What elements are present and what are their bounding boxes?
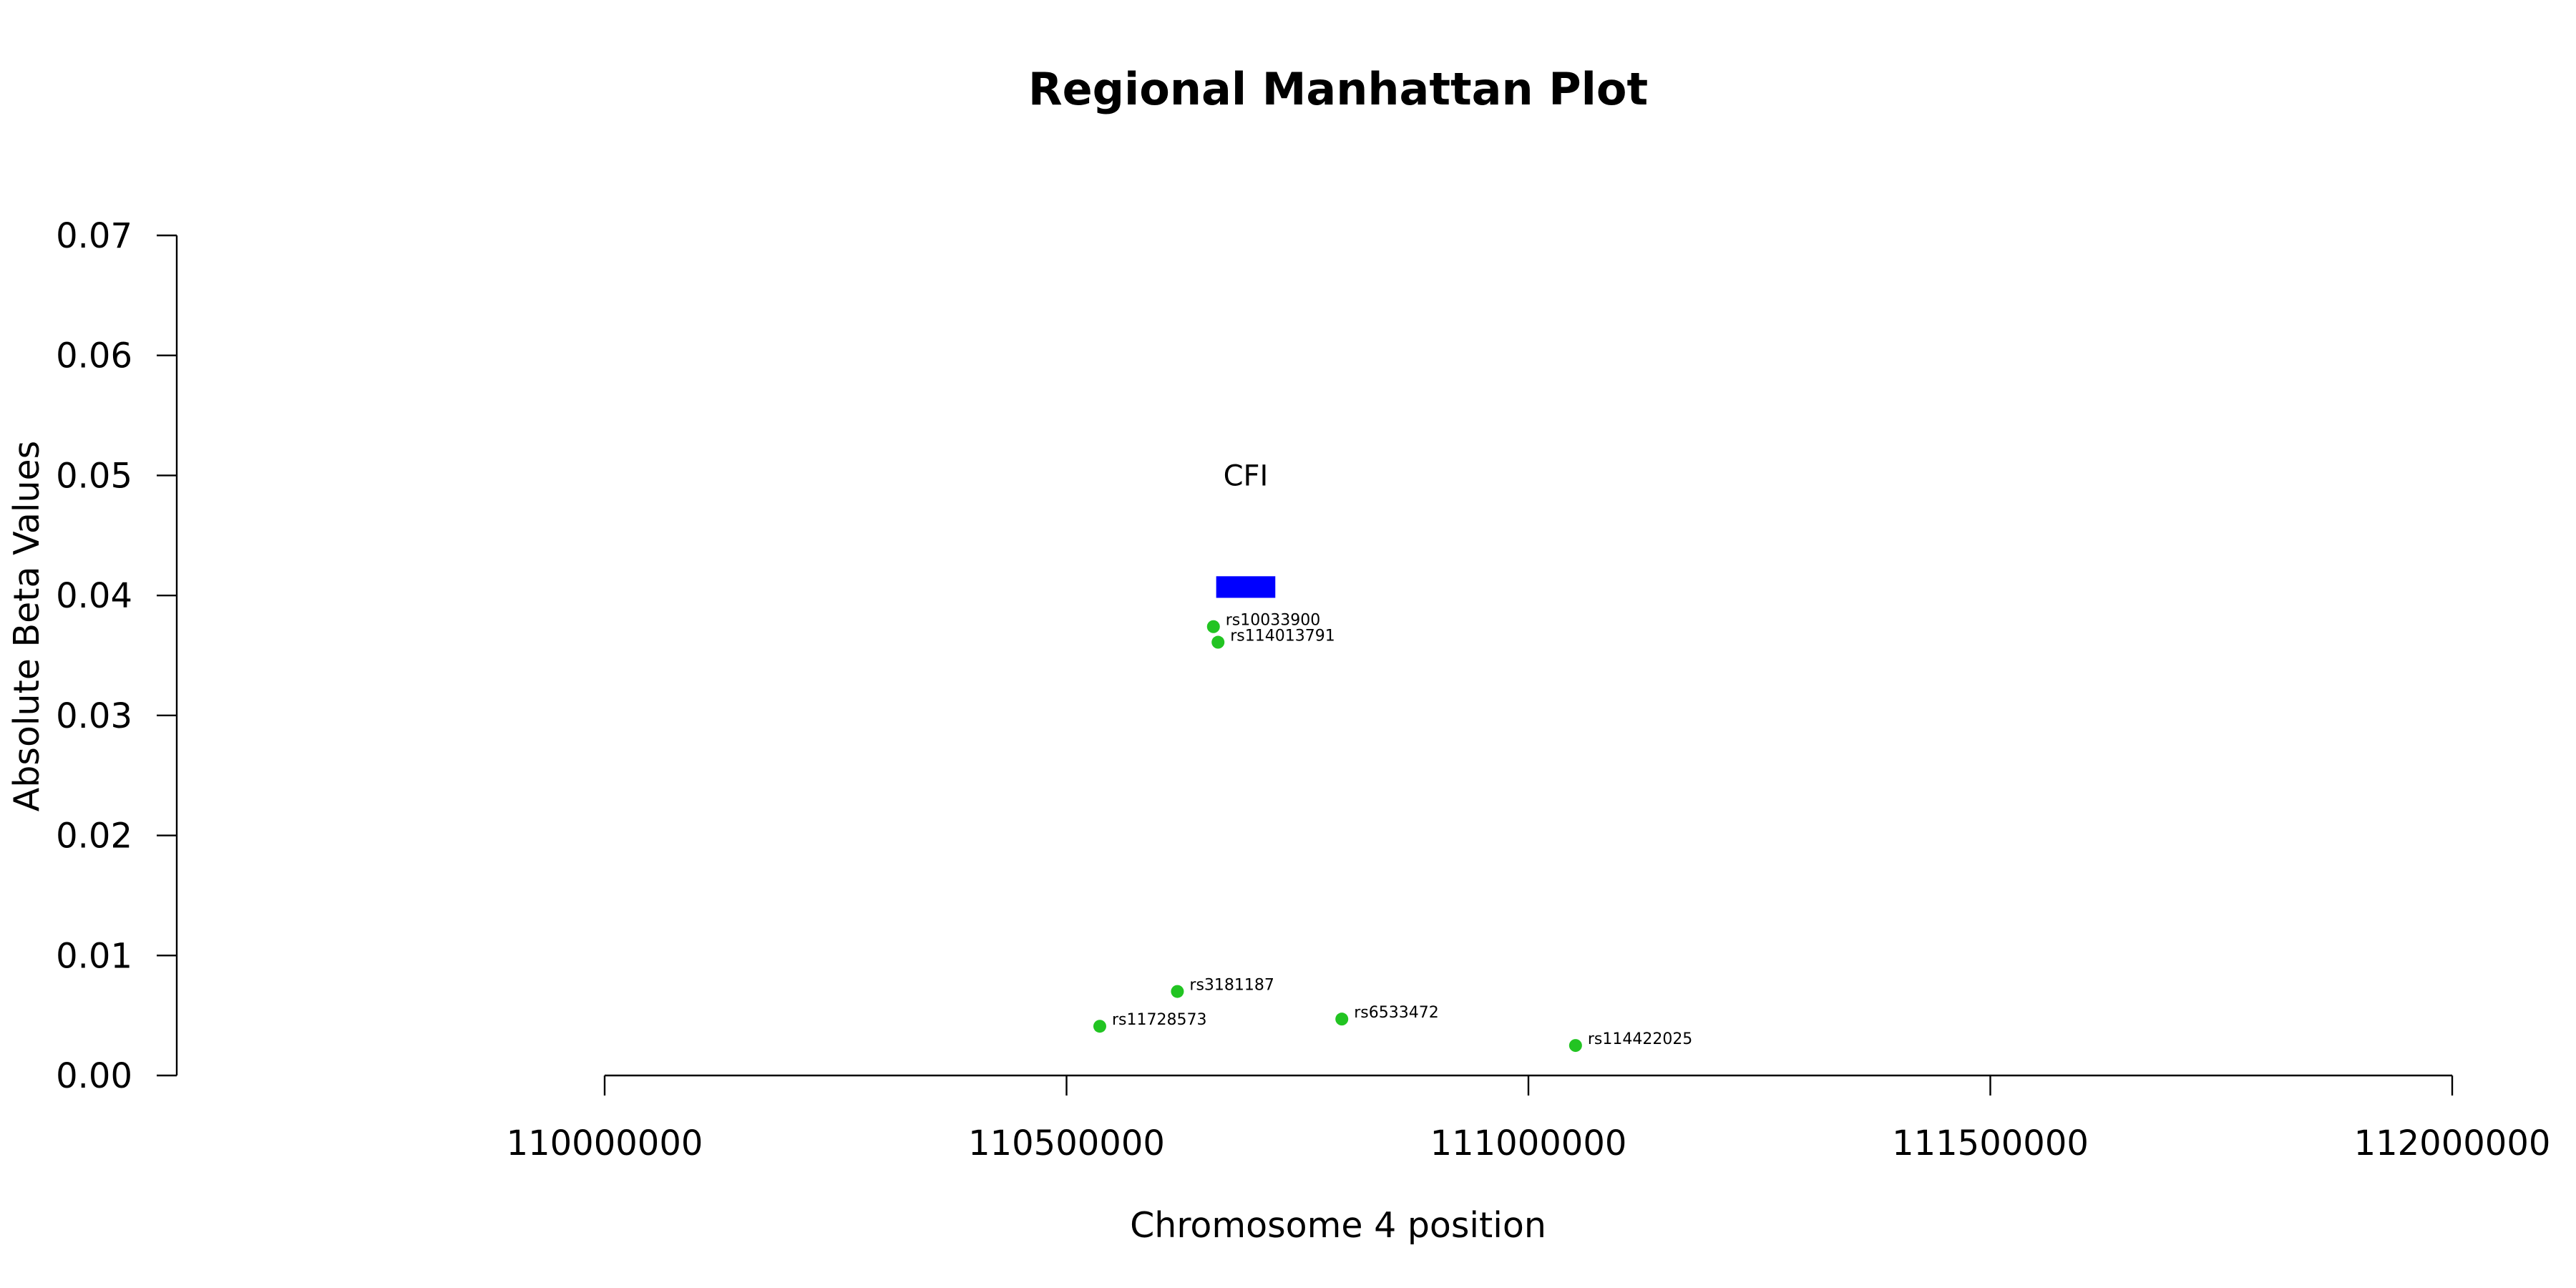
x-tick-label: 111500000 [1892, 1123, 2089, 1163]
snp-label: rs11728573 [1112, 1011, 1206, 1029]
chart-title: Regional Manhattan Plot [1028, 63, 1648, 115]
gene-bar [1216, 576, 1276, 598]
snp-point [1211, 635, 1225, 649]
y-tick-label: 0.00 [56, 1056, 132, 1096]
x-axis-title: Chromosome 4 position [1130, 1205, 1546, 1246]
snp-label: rs114422025 [1588, 1030, 1692, 1048]
snp-point [1093, 1020, 1106, 1033]
x-axis: 110000000 110500000 111000000 111500000 1120… [507, 1074, 2551, 1163]
y-axis-title: Absolute Beta Values [6, 441, 47, 811]
snp-label: rs114013791 [1230, 628, 1335, 645]
y-tick-label: 0.06 [56, 336, 132, 376]
gene-layer: CFI [1216, 459, 1276, 598]
snp-point [1568, 1039, 1582, 1053]
snp-label: rs3181187 [1189, 977, 1274, 995]
snp-point [1206, 620, 1220, 633]
snp-label: rs6533472 [1354, 1004, 1439, 1022]
y-tick-label: 0.02 [56, 816, 132, 857]
y-axis: 0.00 0.01 0.02 0.03 0.04 0.05 0.06 0.07 [56, 216, 178, 1096]
gene-label: CFI [1224, 459, 1269, 492]
x-tick-label: 111000000 [1430, 1123, 1627, 1163]
y-tick-label: 0.01 [56, 936, 132, 976]
x-tick-label: 110000000 [507, 1123, 703, 1163]
y-tick-label: 0.07 [56, 216, 132, 256]
snp-point [1335, 1013, 1349, 1026]
y-tick-label: 0.04 [56, 576, 132, 616]
y-tick-label: 0.03 [56, 696, 132, 736]
snp-point [1171, 985, 1184, 998]
y-tick-label: 0.05 [56, 456, 132, 496]
snp-label: rs10033900 [1226, 612, 1320, 630]
x-tick-label: 112000000 [2354, 1123, 2551, 1163]
x-tick-label: 110500000 [968, 1123, 1165, 1163]
